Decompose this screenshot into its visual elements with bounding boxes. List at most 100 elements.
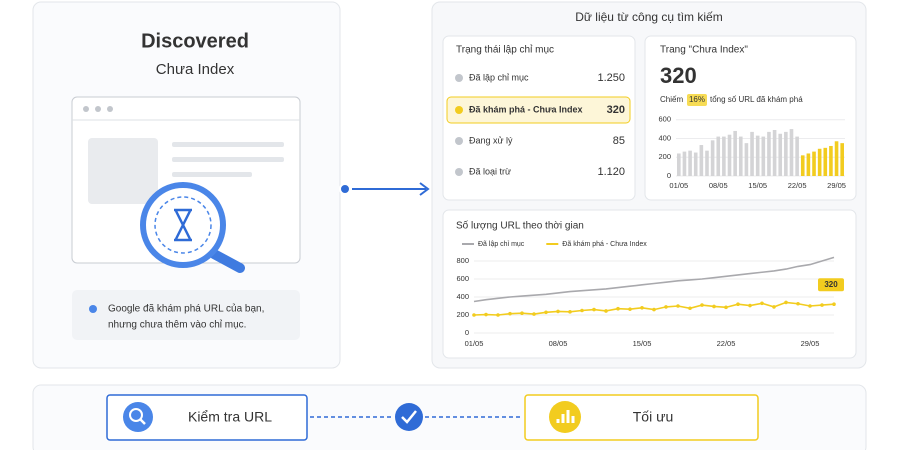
magnifier-handle <box>209 249 245 273</box>
point <box>484 312 488 317</box>
bar <box>767 131 771 176</box>
bar <box>682 151 687 176</box>
search-icon <box>123 402 153 432</box>
point <box>736 302 740 307</box>
text-line <box>172 172 252 177</box>
status-label: Đã lập chỉ mục <box>469 72 529 82</box>
y-tick-label: 200 <box>658 152 671 161</box>
y-tick-label: 800 <box>456 256 469 265</box>
y-tick-label: 400 <box>658 133 671 142</box>
text-line <box>172 142 284 147</box>
bar <box>699 145 704 176</box>
end-label-bg <box>818 278 844 292</box>
bar <box>722 136 726 176</box>
bar <box>817 148 822 176</box>
bar <box>795 136 799 176</box>
check <box>401 410 417 424</box>
y-tick-label: 600 <box>658 115 671 124</box>
bar <box>840 143 844 176</box>
x-tick-label: 29/05 <box>827 181 846 190</box>
check-circle <box>395 403 423 431</box>
point <box>496 313 500 317</box>
y-tick-label: 0 <box>465 328 469 337</box>
bar <box>733 130 737 176</box>
note-text: Google đã khám phá URL của bạn, <box>108 303 264 315</box>
bar <box>688 150 692 176</box>
point <box>604 309 608 313</box>
bar <box>677 153 681 176</box>
left-title: Discovered <box>141 30 249 52</box>
point <box>628 307 632 311</box>
x-tick-label: 15/05 <box>633 339 652 348</box>
point <box>700 303 704 307</box>
point <box>760 301 764 306</box>
row-highlight <box>446 96 631 124</box>
legend-label: Đã lập chỉ mục <box>478 240 525 248</box>
bar <box>800 155 805 176</box>
status-dot <box>455 74 463 82</box>
status-value: 1.250 <box>597 72 625 84</box>
arrow-head <box>419 182 430 196</box>
status-dot <box>455 137 463 145</box>
chart-icon <box>549 401 581 433</box>
status-label: Đã khám phá - Chưa Index <box>469 104 583 114</box>
share-suffix: tổng số URL đã khám phá <box>710 95 803 104</box>
bar <box>829 145 833 176</box>
status-dot <box>455 106 463 114</box>
bar <box>761 136 766 176</box>
bar <box>812 151 816 176</box>
point <box>676 304 680 308</box>
point <box>580 308 584 313</box>
status-title: Trạng thái lập chỉ mục <box>456 44 554 56</box>
status-value: 320 <box>607 104 625 116</box>
point <box>772 305 776 309</box>
step-label: Tối ưu <box>633 409 674 425</box>
pending-count: 320 <box>660 63 697 88</box>
point <box>724 305 728 310</box>
connector-dot <box>339 183 351 195</box>
point <box>688 306 692 311</box>
bar <box>750 131 754 176</box>
bar <box>806 153 811 176</box>
status-dot <box>455 168 463 176</box>
bar <box>716 136 721 176</box>
share-badge <box>687 94 707 106</box>
point <box>616 306 620 311</box>
bar <box>823 147 828 176</box>
search-glyph <box>129 408 143 422</box>
legend-label: Đã khám phá - Chưa Index <box>562 241 647 248</box>
bar <box>772 130 777 176</box>
line-title: Số lượng URL theo thời gian <box>456 220 584 232</box>
bar <box>778 133 783 176</box>
share: 16% <box>689 95 705 104</box>
bar <box>710 140 715 176</box>
x-tick-label: 08/05 <box>549 339 568 348</box>
point <box>784 300 788 305</box>
status-label: Đang xử lý <box>469 135 513 145</box>
pending-title: Trang "Chưa Index" <box>660 45 748 56</box>
point <box>544 310 548 315</box>
point <box>520 311 524 316</box>
point <box>640 306 644 310</box>
dot <box>107 106 113 112</box>
bar <box>693 152 698 176</box>
text-line <box>172 157 284 162</box>
step-box[interactable] <box>106 394 308 441</box>
status-value: 85 <box>613 135 625 147</box>
status-label: Đã loại trừ <box>469 166 511 176</box>
bar <box>755 135 760 176</box>
bar <box>834 141 839 176</box>
point <box>592 307 596 312</box>
step-label: Kiểm tra URL <box>188 409 272 425</box>
bar <box>789 129 794 176</box>
dot <box>83 106 89 112</box>
note-dot <box>89 305 97 313</box>
step-box[interactable] <box>524 394 759 441</box>
point <box>568 310 572 314</box>
hourglass <box>174 208 192 242</box>
point <box>712 304 716 309</box>
left-subtitle: Chưa Index <box>156 61 235 78</box>
point <box>532 312 536 316</box>
chart-glyph <box>556 410 575 423</box>
